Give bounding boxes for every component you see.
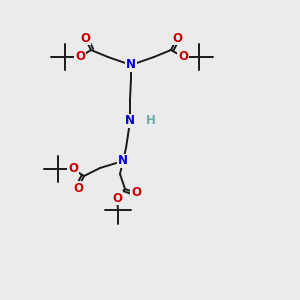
Text: O: O [68,163,78,176]
Text: O: O [75,50,85,64]
Text: O: O [112,191,122,205]
Text: O: O [80,32,90,44]
Text: O: O [172,32,182,44]
Text: O: O [73,182,83,194]
Text: O: O [131,187,141,200]
Text: O: O [178,50,188,64]
Text: N: N [126,58,136,71]
Text: N: N [125,115,135,128]
Text: H: H [146,115,156,128]
Text: N: N [118,154,128,167]
